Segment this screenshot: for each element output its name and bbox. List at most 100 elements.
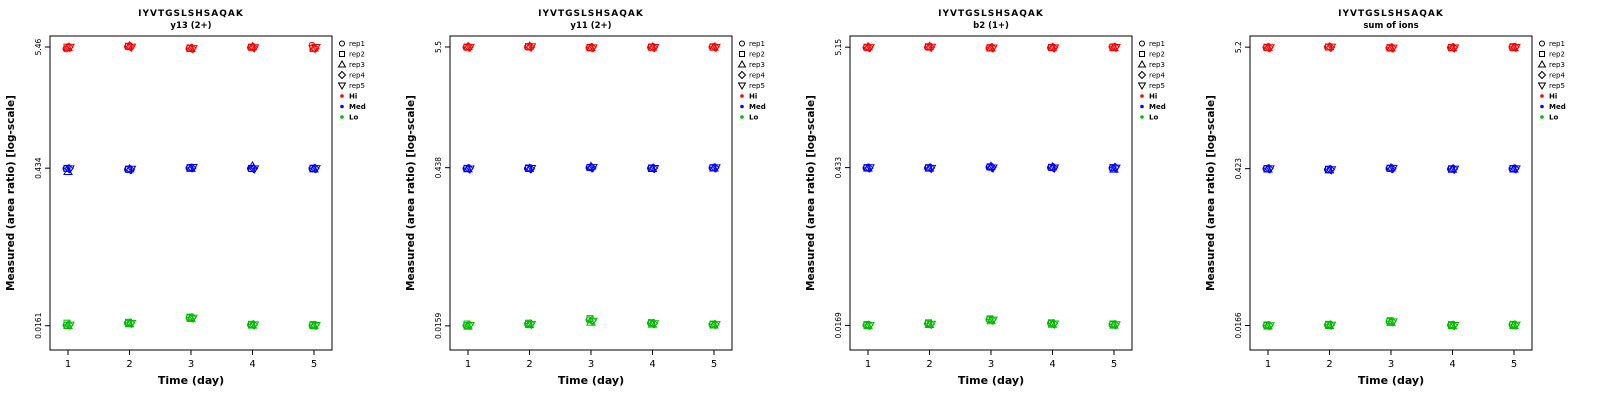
point-hi-day4-rep5: [649, 44, 660, 53]
y-tick-label: 5.2: [1234, 41, 1243, 53]
legend-label-lo: Lo: [1549, 114, 1558, 122]
legend-label-rep3: rep3: [749, 61, 765, 69]
point-med-day3-rep3: [586, 161, 596, 170]
x-tick-label: 3: [588, 359, 594, 370]
point-hi-day5-rep5: [1511, 43, 1521, 53]
rep2-legend-marker: [739, 51, 745, 57]
legend-label-rep5: rep5: [1549, 82, 1565, 90]
point-lo-day5-rep5: [1111, 321, 1121, 330]
rep3-legend-marker: [737, 60, 747, 68]
point-med-day4-rep5: [1049, 164, 1060, 173]
x-tick-label: 4: [249, 359, 255, 370]
point-med-day3-rep4: [187, 163, 197, 173]
rep3-legend-marker: [1537, 60, 1547, 68]
plot-box: [449, 35, 733, 351]
rep5-legend-marker: [1537, 82, 1547, 90]
point-lo-day4-rep5: [649, 320, 660, 329]
y-tick-label: 5.5: [434, 41, 443, 53]
plot-subtitle: y11 (2+): [570, 21, 611, 31]
point-hi-day5-rep4: [310, 43, 320, 54]
legend-label-rep1: rep1: [349, 40, 365, 48]
point-lo-day1-rep2: [63, 319, 71, 327]
point-hi-day2-rep4: [1325, 42, 1336, 53]
legend-label-hi: Hi: [749, 93, 757, 101]
plot-title: IYVTGSLSHSAQAK: [538, 9, 644, 19]
legend-dot-lo: [740, 115, 744, 119]
point-med-day1-rep5: [1265, 165, 1275, 174]
legend-label-rep3: rep3: [1149, 61, 1165, 69]
point-lo-day1-rep5: [65, 321, 75, 331]
legend-dot-hi: [1540, 94, 1544, 98]
legend-dot-lo: [340, 115, 344, 119]
legend-label-rep2: rep2: [349, 51, 365, 59]
x-axis-label: Time (day): [1358, 374, 1424, 387]
y-tick-label: 0.0166: [1234, 312, 1243, 338]
legend-label-rep4: rep4: [349, 72, 365, 80]
rep2-legend-marker: [339, 51, 345, 57]
legend-label-hi: Hi: [1549, 93, 1557, 101]
point-med-day2-rep5: [1326, 166, 1337, 175]
point-hi-day1-rep5: [465, 43, 475, 53]
legend-label-rep4: rep4: [749, 72, 765, 80]
x-tick-label: 2: [926, 359, 932, 370]
point-hi-day4-rep5: [1449, 44, 1460, 53]
point-lo-day2-rep1: [924, 320, 931, 328]
point-med-day5-rep5: [1111, 164, 1121, 174]
legend-label-lo: Lo: [749, 114, 758, 122]
plot-svg: IYVTGSLSHSAQAK sum of ions 5.2 0.423 0.0166 1…: [1205, 9, 1566, 387]
point-med-day1-rep5: [865, 164, 875, 173]
y-tick-label: 0.0161: [34, 312, 43, 338]
x-tick-label: 2: [126, 359, 132, 370]
y-tick-label: 5.15: [834, 39, 843, 56]
legend-label-rep2: rep2: [749, 51, 765, 59]
legend-label-med: Med: [1549, 103, 1566, 111]
point-hi-day5-rep5: [711, 43, 721, 53]
x-tick-label: 1: [465, 359, 471, 370]
rep3-legend-marker: [1137, 60, 1147, 68]
point-lo-day5-rep5: [711, 321, 721, 330]
point-hi-day2-rep4: [525, 42, 536, 52]
legend-label-hi: Hi: [349, 93, 357, 101]
legend-label-rep1: rep1: [1149, 40, 1165, 48]
point-hi-day1-rep5: [65, 43, 75, 53]
y-tick-label: 5.46: [34, 38, 43, 55]
y-axis-label: Measured (area ratio) [log-scale]: [1205, 95, 1217, 291]
legend-label-rep5: rep5: [1149, 82, 1165, 90]
legend-dot-lo: [1140, 115, 1144, 119]
rep1-legend-marker: [1539, 40, 1545, 47]
point-med-day4-rep5: [249, 165, 260, 174]
x-tick-label: 4: [1449, 359, 1455, 370]
plot-box: [49, 35, 333, 351]
legend-label-rep3: rep3: [349, 61, 365, 69]
y-tick-label: 0.0169: [834, 312, 843, 338]
y-tick-label: 0.438: [434, 157, 443, 179]
legend-dot-med: [1540, 104, 1544, 109]
point-lo-day3-rep3: [186, 313, 196, 322]
x-axis-label: Time (day): [558, 374, 624, 387]
legend-label-med: Med: [749, 103, 766, 111]
legend-label-rep5: rep5: [349, 82, 365, 90]
legend-dot-hi: [1140, 94, 1144, 98]
point-med-day2-rep5: [926, 164, 937, 174]
point-hi-day5-rep5: [1111, 43, 1121, 53]
rep4-legend-marker: [1137, 70, 1147, 80]
plot-title: IYVTGSLSHSAQAK: [938, 9, 1044, 19]
point-lo-day1-rep5: [865, 321, 875, 331]
rep4-legend-marker: [737, 70, 747, 80]
point-hi-day4-rep5: [249, 44, 260, 53]
legend-label-rep4: rep4: [1549, 72, 1565, 80]
point-lo-day3-rep5: [588, 317, 598, 327]
point-lo-day3-rep5: [988, 316, 998, 326]
legend-label-rep4: rep4: [1149, 72, 1165, 80]
point-hi-day2-rep5: [126, 43, 137, 53]
rep1-legend-marker: [339, 40, 345, 47]
point-lo-day5-rep5: [311, 321, 321, 331]
rep4-legend-marker: [1537, 70, 1547, 80]
point-hi-day3-rep5: [588, 44, 598, 53]
point-med-day1-rep4: [864, 163, 874, 173]
legend-dot-med: [340, 104, 344, 109]
plot-subtitle: b2 (1+): [973, 21, 1009, 31]
point-med-day1-rep5: [465, 165, 475, 175]
y-axis-label: Measured (area ratio) [log-scale]: [805, 95, 817, 291]
legend-dot-lo: [1540, 115, 1544, 119]
